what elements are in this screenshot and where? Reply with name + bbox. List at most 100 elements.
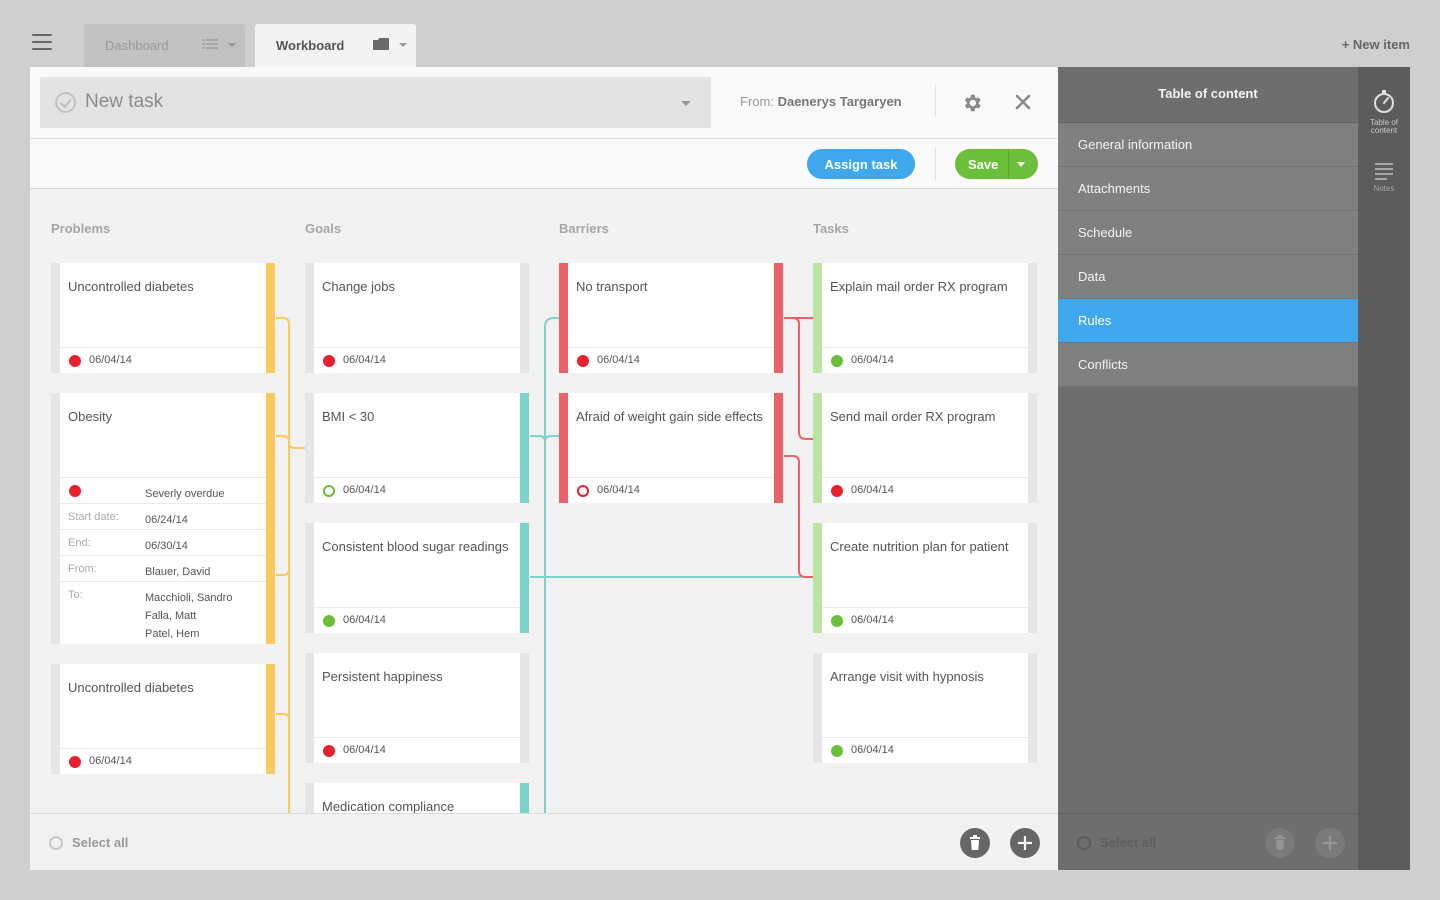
card-title: Uncontrolled diabetes (68, 680, 194, 695)
card-date: 06/04/14 (851, 614, 894, 626)
toc-item-attachments[interactable]: Attachments (1058, 167, 1358, 211)
save-options-chevron-down-icon[interactable] (1017, 162, 1025, 167)
task-title-field[interactable]: New task (40, 77, 711, 128)
task-editor-panel: New task From: Daenerys Targaryen Assign… (30, 67, 1058, 870)
grid-list-icon (202, 39, 218, 49)
status-dot-icon (831, 485, 843, 497)
status-dot-icon (323, 745, 335, 757)
card-date: 06/04/14 (343, 614, 386, 626)
compass-icon (1374, 90, 1394, 113)
goal-card[interactable]: Consistent blood sugar readings 06/04/14 (305, 523, 529, 633)
toc-delete-button[interactable] (1265, 828, 1295, 858)
board-footer: Select all (30, 813, 1058, 870)
toc-item-general-information[interactable]: General information (1058, 123, 1358, 167)
save-button-label: Save (968, 157, 999, 172)
card-date: 06/04/14 (343, 484, 386, 496)
toc-item-data[interactable]: Data (1058, 255, 1358, 299)
toc-item-schedule[interactable]: Schedule (1058, 211, 1358, 255)
task-from-label: From: (740, 94, 774, 109)
tab-workboard-label: Workboard (276, 38, 345, 53)
select-all-label[interactable]: Select all (72, 835, 129, 850)
card-footer: 06/04/14 (314, 737, 520, 763)
select-all-radio[interactable] (49, 836, 63, 850)
task-complete-check-icon[interactable] (55, 92, 76, 113)
notes-icon (1375, 163, 1393, 180)
status-dot-icon (831, 745, 843, 757)
save-button[interactable]: Save (955, 149, 1038, 179)
task-card[interactable]: Explain mail order RX program 06/04/14 (813, 263, 1037, 373)
status-dot-icon (831, 355, 843, 367)
card-footer: 06/04/14 (822, 737, 1028, 763)
goal-card[interactable]: Persistent happiness 06/04/14 (305, 653, 529, 763)
tab-workboard[interactable]: Workboard (255, 24, 416, 67)
assign-task-button[interactable]: Assign task (807, 149, 915, 179)
toc-item-conflicts[interactable]: Conflicts (1058, 343, 1358, 387)
connector-lines (276, 317, 814, 813)
card-date: 06/04/14 (89, 354, 132, 366)
problem-card[interactable]: Uncontrolled diabetes 06/04/14 (51, 664, 275, 774)
toc-title: Table of content (1058, 67, 1358, 123)
card-date: 06/04/14 (851, 354, 894, 366)
card-date: 06/04/14 (851, 744, 894, 756)
status-dot-icon (831, 615, 843, 627)
tab-dashboard-chevron-down-icon[interactable] (228, 43, 236, 47)
card-title: Medication compliance (322, 799, 455, 813)
side-rail: Table of content Notes (1358, 67, 1410, 870)
problem-card[interactable]: Uncontrolled diabetes 06/04/14 (51, 263, 275, 373)
card-date: 06/04/14 (597, 484, 640, 496)
goal-card[interactable]: BMI < 30 06/04/14 (305, 393, 529, 503)
close-icon[interactable] (1014, 93, 1032, 111)
tab-workboard-chevron-down-icon[interactable] (399, 43, 407, 47)
card-title: Persistent happiness (322, 669, 443, 684)
folder-icon (373, 38, 389, 50)
card-title: Explain mail order RX program (830, 279, 1008, 294)
card-footer: 06/04/14 (60, 748, 266, 774)
new-item-button[interactable]: + New item (1341, 37, 1410, 52)
goal-card[interactable]: Medication compliance (305, 783, 529, 813)
card-to-row: To: Macchioli, Sandro Falla, Matt Patel,… (60, 581, 266, 644)
card-end-row: End: 06/30/14 (60, 529, 266, 555)
status-dot-icon (69, 485, 81, 497)
status-ring-icon (323, 485, 335, 497)
card-footer: 06/04/14 (314, 607, 520, 633)
status-dot-icon (323, 355, 335, 367)
card-title: Consistent blood sugar readings (322, 539, 509, 554)
toc-item-rules[interactable]: Rules (1058, 299, 1358, 343)
card-footer: 06/04/14 (314, 347, 520, 373)
task-card[interactable]: Send mail order RX program 06/04/14 (813, 393, 1037, 503)
problem-card-expanded[interactable]: Obesity Severly overdue Start date: 06/2… (51, 393, 275, 644)
task-title[interactable]: New task (85, 91, 164, 112)
to-values: Macchioli, Sandro Falla, Matt Patel, Hem (145, 589, 232, 643)
rail-item-notes[interactable]: Notes (1358, 161, 1410, 193)
column-title-tasks: Tasks (813, 221, 849, 236)
card-title: Afraid of weight gain side effects (576, 409, 763, 424)
task-card[interactable]: Create nutrition plan for patient 06/04/… (813, 523, 1037, 633)
column-title-barriers: Barriers (559, 221, 609, 236)
goal-card[interactable]: Change jobs 06/04/14 (305, 263, 529, 373)
gear-icon[interactable] (961, 92, 983, 114)
barrier-card[interactable]: No transport 06/04/14 (559, 263, 783, 373)
rail-item-table-of-content[interactable]: Table of content (1358, 89, 1410, 135)
tab-dashboard[interactable]: Dashboard (84, 24, 245, 67)
to-value: Patel, Hem (145, 628, 200, 640)
toc-footer: Select all (1058, 813, 1358, 870)
hamburger-menu-icon[interactable] (32, 34, 52, 50)
plus-icon (1018, 836, 1032, 850)
to-value: Macchioli, Sandro (145, 592, 233, 604)
end-date-label: End: (68, 537, 91, 549)
card-date: 06/04/14 (89, 755, 132, 767)
save-split-divider (1008, 149, 1009, 179)
delete-button[interactable] (960, 828, 990, 858)
add-button[interactable] (1010, 828, 1040, 858)
toc-add-button[interactable] (1315, 828, 1345, 858)
card-date: 06/04/14 (343, 354, 386, 366)
barrier-card[interactable]: Afraid of weight gain side effects 06/04… (559, 393, 783, 503)
card-footer: 06/04/14 (822, 347, 1028, 373)
toc-select-all-label[interactable]: Select all (1100, 835, 1157, 850)
task-card[interactable]: Arrange visit with hypnosis 06/04/14 (813, 653, 1037, 763)
rail-item-label: Notes (1373, 184, 1395, 193)
toc-select-all-radio[interactable] (1077, 836, 1091, 850)
end-date-value: 06/30/14 (145, 540, 188, 552)
task-title-chevron-down-icon[interactable] (681, 101, 691, 106)
card-footer: 06/04/14 (822, 607, 1028, 633)
